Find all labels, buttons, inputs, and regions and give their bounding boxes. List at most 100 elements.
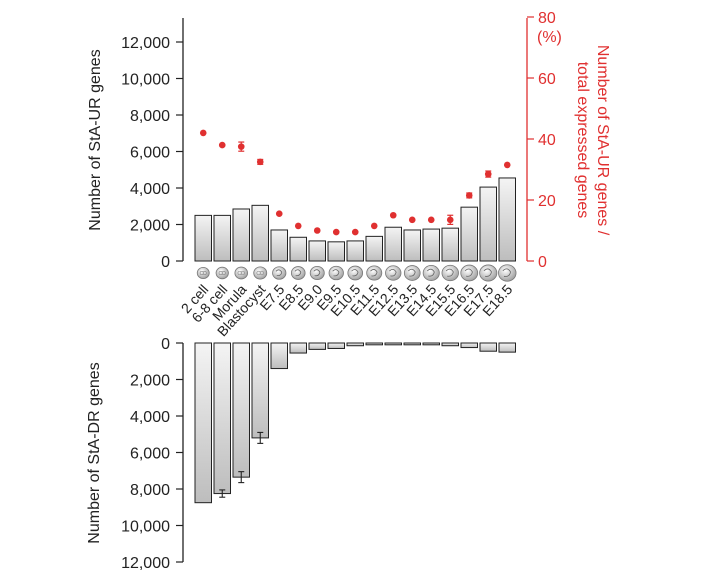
embryo-shape xyxy=(479,264,498,282)
embryo-shape xyxy=(347,265,364,281)
embryo-shape xyxy=(498,264,517,282)
bottom-bar xyxy=(232,342,250,478)
bottom-bar xyxy=(460,342,478,349)
top-points xyxy=(199,129,511,236)
bottom-bar xyxy=(498,342,516,353)
top-y2-tick-label: 80 xyxy=(538,10,556,27)
bottom-y-tick-label: 4,000 xyxy=(130,409,170,426)
bottom-bar xyxy=(384,342,402,346)
top-bar xyxy=(479,186,497,262)
bottom-bar xyxy=(213,342,231,495)
top-bar xyxy=(251,204,269,262)
top-bar xyxy=(403,229,421,262)
top-y-tick-label: 4,000 xyxy=(130,181,170,198)
embryo-stage-icon xyxy=(366,265,383,281)
top-bar xyxy=(194,214,212,262)
top-y2-tick-label: 60 xyxy=(538,71,556,88)
bottom-bar xyxy=(270,342,288,370)
bottom-bar xyxy=(308,342,326,350)
bottom-y-tick-label: 6,000 xyxy=(130,446,170,463)
top-point xyxy=(427,216,435,224)
embryo-shape xyxy=(385,265,402,281)
bottom-bar xyxy=(479,342,497,352)
embryo-curve xyxy=(464,268,473,277)
top-point xyxy=(408,216,416,224)
top-point xyxy=(465,192,473,199)
bottom-y-axis-title: Number of StA-DR genes xyxy=(86,362,103,543)
top-point xyxy=(313,227,321,234)
top-y-axis-title: Number of StA-UR genes xyxy=(87,49,104,230)
embryo-curve xyxy=(445,268,454,277)
embryo-curve xyxy=(408,268,416,277)
top-point xyxy=(389,211,397,219)
embryo-curve xyxy=(483,268,492,277)
top-y-tick-label: 2,000 xyxy=(130,218,170,235)
top-y2-axis-title-line1: Number of StA-UR genes / xyxy=(594,45,611,236)
top-y2-tick-label: 0 xyxy=(538,254,547,271)
bottom-panel: 0 2,000 4,000 6,000 8,000 10,000 12,000 Number… xyxy=(86,336,516,572)
bottom-bar xyxy=(365,342,383,346)
top-y2-axis-title-line2: total expressed genes xyxy=(574,62,591,219)
embryo-curve xyxy=(351,269,359,277)
embryo-stage-icon xyxy=(347,265,364,281)
top-bar xyxy=(422,228,440,262)
bottom-bar xyxy=(251,342,269,439)
bottom-y-tick-label: 8,000 xyxy=(130,482,170,499)
top-y2-tick-label: 40 xyxy=(538,132,556,149)
top-bar xyxy=(232,208,250,262)
embryo-cell xyxy=(240,270,245,276)
top-point xyxy=(370,222,378,230)
embryo-shape xyxy=(366,265,383,281)
bottom-bar xyxy=(441,342,459,347)
embryo-stage-icon xyxy=(498,264,517,282)
embryo-curve xyxy=(389,268,397,277)
top-y-tick-label: 8,000 xyxy=(130,108,170,125)
embryo-curve xyxy=(502,268,511,277)
top-y-tick-label: 6,000 xyxy=(130,145,170,162)
top-point xyxy=(237,143,245,150)
top-bar xyxy=(327,241,345,262)
embryo-stage-icon xyxy=(385,265,402,281)
top-bar xyxy=(365,235,383,262)
bottom-bar xyxy=(194,342,212,504)
top-point xyxy=(484,170,492,178)
top-bar xyxy=(384,226,402,262)
embryo-curve xyxy=(313,269,321,277)
embryo-stage-icon xyxy=(290,266,306,280)
embryo-stage-icon xyxy=(215,266,229,280)
embryo-curve xyxy=(370,269,378,277)
embryo-cell xyxy=(259,270,264,276)
embryo-cell xyxy=(218,271,223,275)
top-point xyxy=(332,228,340,236)
bottom-bar xyxy=(289,342,307,354)
top-bar xyxy=(213,214,231,262)
embryo-shape xyxy=(309,265,325,281)
embryo-curve xyxy=(332,269,340,277)
top-bar xyxy=(460,206,478,262)
embryo-stage-icon xyxy=(441,264,459,282)
top-point xyxy=(503,161,511,169)
bottom-y-tick-label: 2,000 xyxy=(130,373,170,390)
top-point xyxy=(351,228,359,236)
embryo-shape xyxy=(460,264,479,282)
embryo-curve xyxy=(426,268,435,277)
top-panel: 0 2,000 4,000 6,000 8,000 10,000 12,000 0 20 40 6… xyxy=(87,10,611,271)
embryo-icons xyxy=(196,264,517,282)
bottom-y-tick-label: 10,000 xyxy=(121,519,170,536)
top-y-tick-label: 0 xyxy=(161,254,170,271)
top-left-ticks: 0 2,000 4,000 6,000 8,000 10,000 12,000 xyxy=(121,35,183,271)
top-point xyxy=(275,210,283,218)
top-bar xyxy=(289,236,307,262)
embryo-shape xyxy=(403,265,421,281)
bottom-left-ticks: 0 2,000 4,000 6,000 8,000 10,000 12,000 xyxy=(121,336,183,572)
embryo-stage-icon xyxy=(328,265,344,281)
embryo-stage-icon xyxy=(479,264,498,282)
embryo-shape xyxy=(272,266,287,280)
embryo-stage-icon xyxy=(422,265,440,281)
top-point xyxy=(446,216,454,224)
embryo-shape xyxy=(422,265,440,281)
embryo-stage-icon xyxy=(403,265,421,281)
top-y2-tick-label: 20 xyxy=(538,193,556,210)
embryo-cell xyxy=(221,271,226,275)
